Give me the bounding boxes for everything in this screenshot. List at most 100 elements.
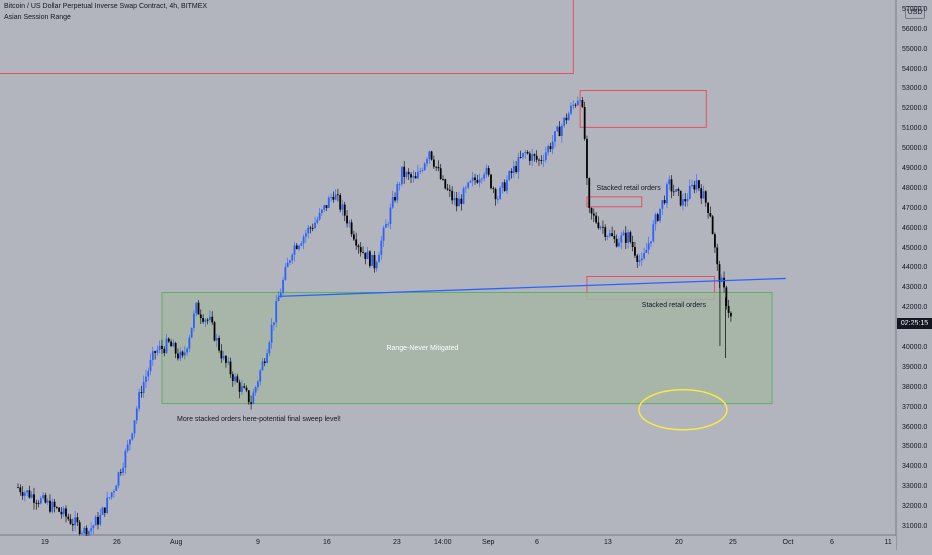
candle-body bbox=[179, 351, 182, 359]
candle-body bbox=[634, 246, 636, 256]
candle-body bbox=[305, 233, 307, 237]
candle-body bbox=[286, 262, 289, 268]
candle-body bbox=[666, 184, 668, 204]
candle-body bbox=[362, 252, 364, 254]
candle-body bbox=[289, 260, 291, 263]
candle-body bbox=[339, 195, 342, 210]
candle-body bbox=[396, 184, 399, 201]
candle-body bbox=[460, 198, 463, 204]
candle-body bbox=[384, 224, 387, 228]
candle-body bbox=[122, 467, 125, 473]
candle-body bbox=[492, 188, 495, 190]
price-axis[interactable] bbox=[897, 0, 932, 550]
candle-body bbox=[499, 187, 502, 199]
candle-body bbox=[241, 386, 243, 392]
candle-body bbox=[378, 254, 380, 263]
candle-body bbox=[220, 350, 223, 359]
price-tick-label: 31000.0 bbox=[902, 523, 928, 531]
price-tick-label: 46000.0 bbox=[902, 224, 928, 232]
candle-body bbox=[606, 236, 609, 237]
candle-body bbox=[268, 342, 271, 354]
time-tick-label: 14:00 bbox=[434, 539, 452, 546]
candle-body bbox=[391, 197, 394, 208]
candle-body bbox=[508, 171, 511, 180]
candle-body bbox=[538, 159, 540, 161]
trendline[interactable] bbox=[278, 277, 786, 297]
current-price-countdown: 02:25:15 bbox=[897, 318, 932, 329]
candle-body bbox=[403, 166, 406, 177]
candle-body bbox=[547, 146, 550, 153]
candle-body bbox=[371, 254, 374, 266]
candle-body bbox=[97, 516, 99, 525]
candle-body bbox=[695, 180, 698, 190]
candle-body bbox=[177, 353, 179, 359]
candle-body bbox=[652, 224, 655, 242]
candle-body bbox=[21, 492, 24, 496]
candle-body bbox=[222, 355, 225, 359]
candle-body bbox=[471, 177, 474, 181]
price-tick-label: 51000.0 bbox=[902, 125, 928, 133]
candle-body bbox=[355, 239, 358, 246]
candle-body bbox=[659, 208, 661, 221]
overlay-layer bbox=[278, 277, 786, 431]
candle-body bbox=[245, 387, 248, 391]
price-tick-label: 39000.0 bbox=[902, 363, 928, 371]
time-tick-label: Aug bbox=[170, 539, 183, 546]
candle-body bbox=[293, 245, 296, 255]
currency-button[interactable]: USD bbox=[905, 6, 925, 19]
candle-body bbox=[359, 247, 362, 253]
candle-body bbox=[213, 322, 216, 341]
candle-body bbox=[195, 302, 198, 314]
supply-zone-box[interactable] bbox=[579, 90, 707, 128]
candle-body bbox=[145, 376, 147, 382]
price-tick-label: 45000.0 bbox=[902, 244, 928, 252]
candle-body bbox=[58, 507, 61, 512]
candle-body bbox=[469, 180, 472, 183]
candle-body bbox=[263, 361, 266, 363]
target-ellipse[interactable] bbox=[638, 389, 728, 431]
candle-body bbox=[337, 194, 339, 196]
candle-body bbox=[90, 528, 93, 532]
stacked-orders-top-box[interactable] bbox=[586, 196, 643, 208]
asian-session-range-box[interactable] bbox=[0, 0, 574, 74]
candle-body bbox=[138, 392, 141, 409]
price-tick-label: 36000.0 bbox=[902, 423, 928, 431]
range-never-mitigated-box[interactable] bbox=[161, 291, 773, 405]
price-tick-label: 42000.0 bbox=[902, 304, 928, 312]
candle-body bbox=[558, 126, 561, 137]
candle-body bbox=[583, 106, 586, 139]
candle-body bbox=[151, 351, 154, 360]
candle-body bbox=[62, 508, 65, 515]
candle-body bbox=[439, 168, 442, 179]
price-tick-label: 38000.0 bbox=[902, 383, 928, 391]
candle-body bbox=[172, 342, 175, 347]
candle-body bbox=[510, 171, 513, 173]
candle-body bbox=[352, 234, 355, 240]
candle-body bbox=[702, 191, 705, 199]
time-tick-label: 25 bbox=[729, 539, 737, 546]
candle-body bbox=[314, 222, 316, 229]
candle-body bbox=[592, 213, 595, 216]
candle-body bbox=[28, 490, 31, 498]
candle-body bbox=[243, 386, 246, 388]
candle-body bbox=[346, 215, 348, 224]
candle-body bbox=[282, 279, 284, 293]
time-tick-label: 26 bbox=[113, 539, 121, 546]
candle-body bbox=[42, 495, 45, 499]
candle-body bbox=[611, 233, 613, 237]
candle-body bbox=[698, 180, 700, 189]
time-tick-label: 9 bbox=[256, 539, 260, 546]
candle-body bbox=[707, 202, 709, 213]
candle-body bbox=[183, 352, 186, 356]
candle-body bbox=[330, 196, 332, 198]
candle-body bbox=[400, 166, 403, 185]
candle-body bbox=[129, 439, 131, 445]
candle-body bbox=[389, 207, 392, 224]
candle-body bbox=[586, 138, 588, 179]
indicator-label[interactable]: Asian Session Range bbox=[4, 14, 71, 21]
price-tick-label: 50000.0 bbox=[902, 145, 928, 153]
time-axis[interactable] bbox=[0, 536, 896, 550]
candle-body bbox=[608, 233, 611, 237]
